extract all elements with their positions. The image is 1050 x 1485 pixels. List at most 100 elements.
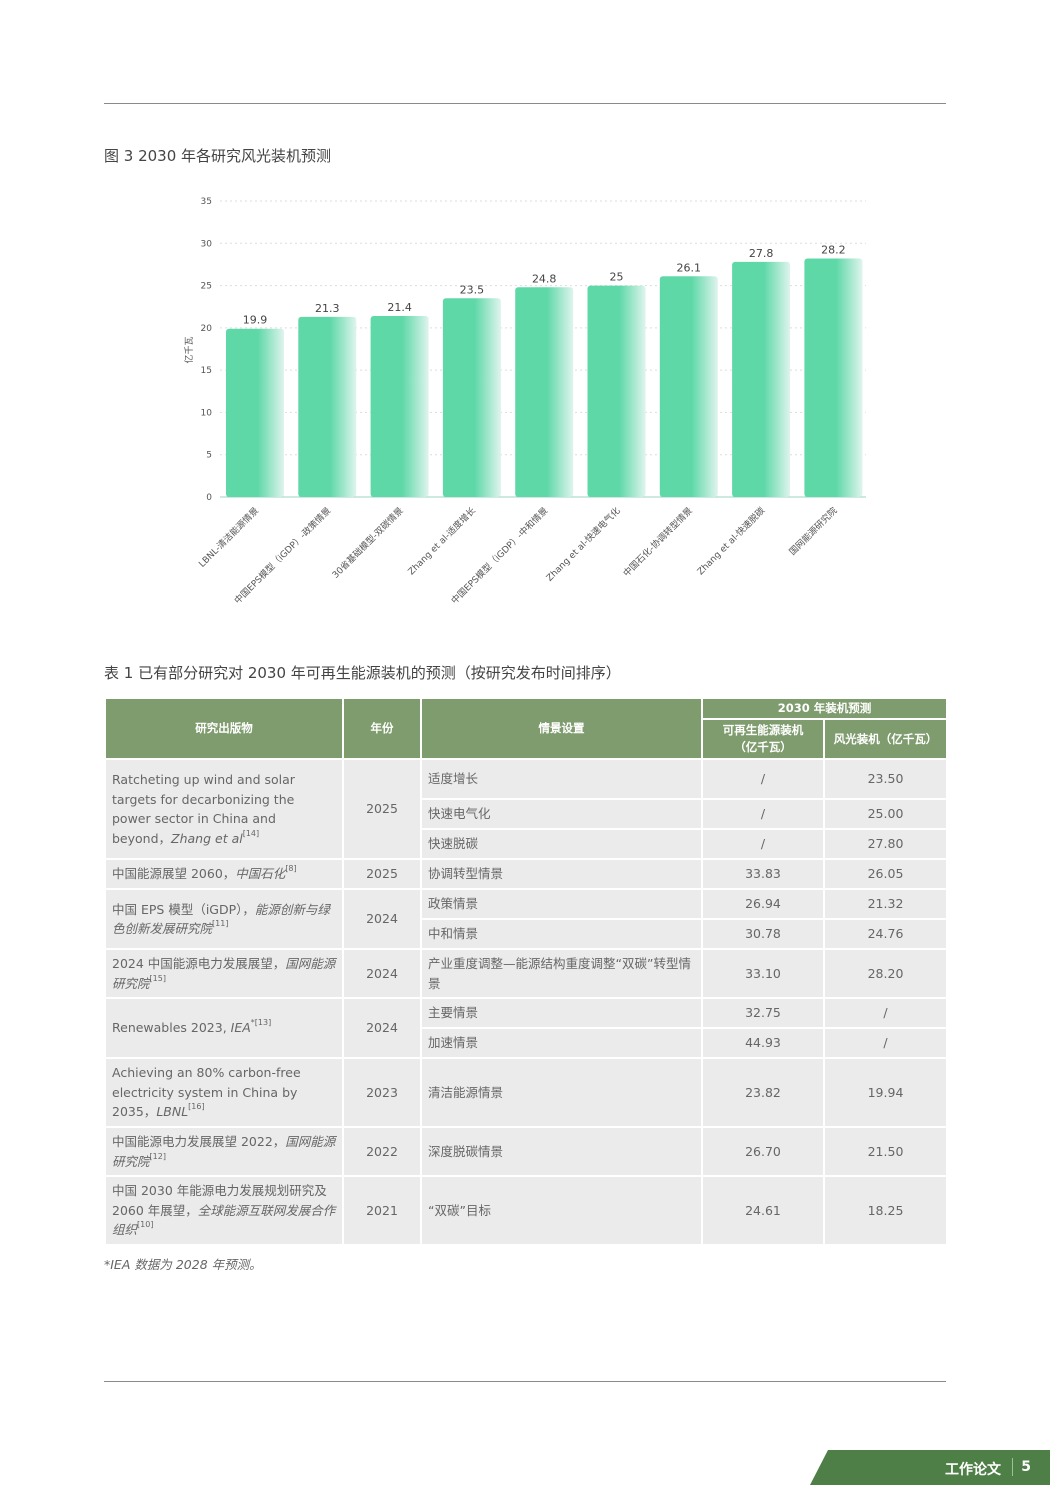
bar bbox=[442, 298, 501, 497]
publication-title: Renewables 2023, bbox=[112, 1020, 231, 1036]
bar bbox=[804, 258, 863, 497]
bar bbox=[659, 276, 718, 497]
renewable-cell: / bbox=[701, 758, 825, 800]
windsolar-cell: 21.50 bbox=[822, 1126, 949, 1177]
bar bbox=[298, 316, 357, 497]
reference-marker: [12] bbox=[149, 1151, 166, 1161]
publication-author: 国网能源研究院 bbox=[112, 1134, 336, 1169]
renewable-cell: / bbox=[701, 798, 825, 830]
scenario-cell: 快速脱碳 bbox=[420, 828, 703, 860]
bar-value-label: 26.1 bbox=[677, 261, 702, 274]
publication-author: 国网能源研究院 bbox=[112, 956, 336, 991]
windsolar-cell: 26.05 bbox=[822, 858, 949, 890]
windsolar-cell: 18.25 bbox=[822, 1175, 949, 1246]
windsolar-cell: 25.00 bbox=[822, 798, 949, 830]
renewable-cell: 32.75 bbox=[701, 997, 825, 1029]
x-tick-label: 30省基础模型-双碳情景 bbox=[330, 505, 406, 581]
year-cell: 2024 bbox=[342, 888, 422, 950]
publication-title: 中国能源电力发展展望 2022， bbox=[112, 1134, 286, 1149]
bar bbox=[226, 328, 284, 497]
x-tick-label: LBNL-清洁能源情景 bbox=[196, 505, 261, 570]
table-row: 快速脱碳/27.80 bbox=[105, 828, 949, 860]
year-cell: 2022 bbox=[342, 1126, 422, 1177]
figure-caption: 图 3 2030 年各研究风光装机预测 bbox=[104, 147, 332, 165]
scenario-cell: 深度脱碳情景 bbox=[420, 1126, 703, 1177]
x-tick-label: Zhang et al-适度增长 bbox=[405, 505, 478, 578]
bar-value-label: 28.2 bbox=[821, 244, 846, 257]
table-row: 2024 中国能源电力发展展望，国网能源研究院[15] 2024 产业重度调整—能源… bbox=[104, 948, 949, 999]
table-row: Renewables 2023, IEA*[13] 2024 主要情景 32.75/ bbox=[104, 997, 949, 1059]
publication-cell: Ratcheting up wind and solar targets for… bbox=[104, 758, 344, 860]
publication-author: 能源创新与绿色创新发展研究院 bbox=[112, 901, 330, 937]
y-tick-label: 5 bbox=[206, 451, 212, 461]
y-tick-label: 0 bbox=[206, 493, 212, 503]
publication-title: Achieving an 80% carbon-free electricity… bbox=[112, 1065, 301, 1120]
publication-cell: Achieving an 80% carbon-free electricity… bbox=[104, 1057, 344, 1128]
y-tick-label: 10 bbox=[201, 408, 213, 418]
year-cell: 2021 bbox=[342, 1175, 422, 1246]
table-row: 中国能源展望 2060，中国石化[8] 2025 协调转型情景 33.83 26.05 bbox=[104, 858, 949, 890]
table-row: 中国 2030 年能源电力发展规划研究及 2060 年展望，全球能源互联网发展合… bbox=[104, 1175, 949, 1246]
renewable-cell: 24.61 bbox=[701, 1175, 825, 1246]
publication-title: 中国 EPS 模型（iGDP）， bbox=[112, 901, 255, 917]
table-row: Achieving an 80% carbon-free electricity… bbox=[104, 1057, 949, 1128]
x-tick-label: Zhang et al-快速电气化 bbox=[544, 505, 623, 584]
publication-title: 中国 2030 年能源电力发展规划研究及 2060 年展望， bbox=[112, 1183, 327, 1218]
bar-value-label: 19.9 bbox=[243, 314, 268, 327]
year-cell: 2023 bbox=[342, 1057, 422, 1128]
windsolar-cell: / bbox=[822, 997, 949, 1029]
forecast-table: 研究出版物 年份 情景设置 2030 年装机预测 可再生能源装机（亿千瓦） 风光… bbox=[104, 697, 949, 1246]
renewable-cell: 33.83 bbox=[701, 858, 825, 890]
header-windsolar: 风光装机（亿千瓦） bbox=[822, 718, 949, 760]
header-scenario: 情景设置 bbox=[420, 697, 703, 760]
publication-author: 全球能源互联网发展合作组织 bbox=[112, 1202, 336, 1238]
header-renewable: 可再生能源装机（亿千瓦） bbox=[701, 718, 825, 760]
bottom-rule bbox=[104, 1381, 946, 1382]
publication-title: 2024 中国能源电力发展展望， bbox=[112, 956, 286, 971]
publication-author: LBNL bbox=[156, 1104, 189, 1120]
bar-value-label: 24.8 bbox=[532, 272, 557, 285]
reference-marker: [10] bbox=[137, 1220, 154, 1230]
publication-cell: 2024 中国能源电力发展展望，国网能源研究院[15] bbox=[104, 948, 344, 999]
year-cell: 2024 bbox=[342, 948, 422, 999]
publication-author: 中国石化 bbox=[235, 866, 286, 882]
header-year: 年份 bbox=[342, 697, 422, 760]
scenario-cell: 协调转型情景 bbox=[420, 858, 703, 890]
windsolar-cell: / bbox=[822, 1027, 949, 1059]
bar-chart: 0510152025303519.9LBNL-清洁能源情景21.3中国EPS模型… bbox=[183, 197, 866, 606]
windsolar-cell: 24.76 bbox=[822, 918, 949, 950]
publication-author: IEA bbox=[230, 1020, 251, 1036]
bar bbox=[515, 287, 574, 497]
bar-value-label: 21.3 bbox=[315, 302, 340, 315]
scenario-cell: 产业重度调整—能源结构重度调整“双碳”转型情景 bbox=[420, 948, 703, 999]
bar-value-label: 27.8 bbox=[749, 247, 774, 260]
page-number: 5 bbox=[1021, 1459, 1031, 1475]
bar-value-label: 21.4 bbox=[387, 301, 412, 314]
x-tick-label: 国网能源研究院 bbox=[786, 505, 839, 558]
renewable-cell: 26.70 bbox=[701, 1126, 825, 1177]
bar bbox=[732, 261, 791, 497]
table-row: 中和情景 30.78 24.76 bbox=[105, 918, 949, 950]
windsolar-cell: 19.94 bbox=[822, 1057, 949, 1128]
table-note: *IEA 数据为 2028 年预测。 bbox=[104, 1257, 262, 1272]
renewable-cell: 33.10 bbox=[701, 948, 825, 999]
reference-marker: [14] bbox=[242, 828, 260, 838]
publication-cell: 中国能源展望 2060，中国石化[8] bbox=[104, 858, 344, 890]
reference-marker: *[13] bbox=[250, 1018, 272, 1028]
table-row: 中国能源电力发展展望 2022，国网能源研究院[12] 2022 深度脱碳情景 26.… bbox=[104, 1126, 949, 1177]
bar-value-label: 25 bbox=[610, 271, 624, 284]
x-tick-label: Zhang et al-快速脱碳 bbox=[694, 505, 767, 578]
scenario-cell: 加速情景 bbox=[420, 1027, 703, 1059]
publication-cell: 中国 EPS 模型（iGDP），能源创新与绿色创新发展研究院[11] bbox=[104, 888, 344, 950]
bar-value-label: 23.5 bbox=[460, 283, 485, 296]
year-cell: 2025 bbox=[342, 758, 422, 860]
y-tick-label: 20 bbox=[201, 324, 213, 334]
header-group: 2030 年装机预测 bbox=[700, 697, 949, 720]
renewable-cell: 30.78 bbox=[701, 918, 825, 950]
windsolar-cell: 28.20 bbox=[822, 948, 949, 999]
publication-title: Ratcheting up wind and solar targets for… bbox=[112, 772, 295, 846]
y-tick-label: 30 bbox=[201, 239, 213, 249]
renewable-cell: 26.94 bbox=[701, 888, 825, 920]
scenario-cell: “双碳”目标 bbox=[420, 1175, 703, 1246]
